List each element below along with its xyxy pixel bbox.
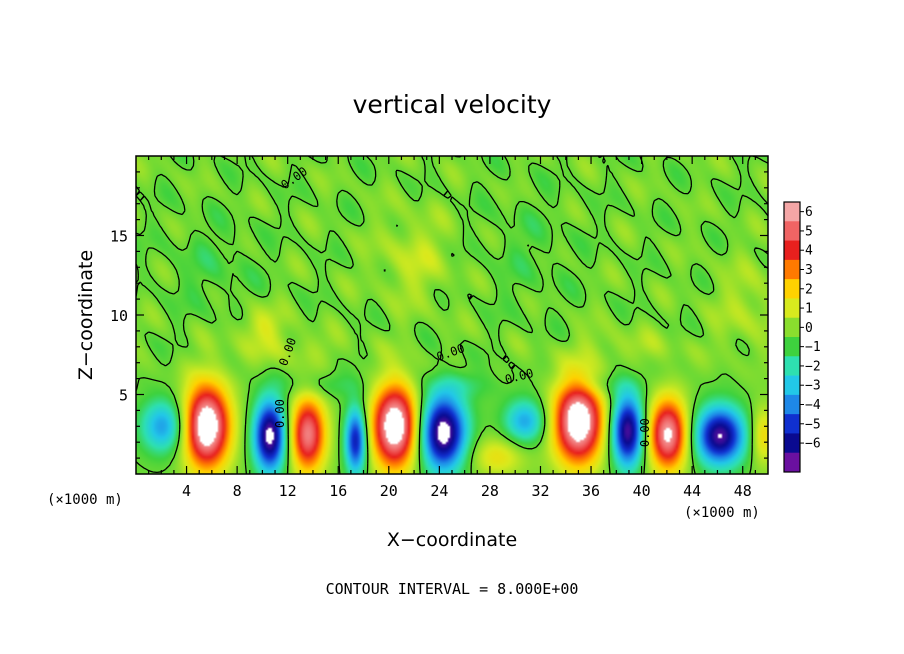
colorbar-band [784, 317, 800, 338]
x-tick-label: 36 [582, 482, 600, 500]
y-tick-label: 5 [119, 387, 128, 405]
colorbar-band [784, 337, 800, 357]
colorbar-band [784, 202, 800, 222]
contour-label: 0.00 [273, 399, 287, 428]
chart-title: vertical velocity [353, 90, 552, 119]
y-axis-ticks: 5 10 15 [110, 171, 768, 459]
colorbar-band [784, 356, 800, 376]
colorbar-label: 3 [805, 263, 813, 278]
colorbar-band [784, 240, 800, 261]
colorbar-band [784, 298, 800, 319]
x-tick-label: 8 [233, 482, 242, 500]
x-tick-label: 4 [182, 482, 191, 500]
colorbar-band [784, 452, 800, 473]
colorbar: 6 5 4 3 2 1 0 −1 −2 −3 −4 −5 −6 [783, 201, 821, 473]
colorbar-label: −3 [805, 379, 821, 394]
colorbar-frame [783, 201, 801, 473]
y-axis-unit-label: (×1000 m) [47, 492, 123, 508]
x-axis-ticks: 4 8 12 16 20 24 28 32 36 40 44 48 [148, 156, 756, 500]
colorbar-label: 4 [805, 244, 813, 259]
colorbar-label: 2 [805, 282, 813, 297]
velocity-field-heatmap [136, 156, 768, 474]
colorbar-label: −5 [805, 417, 821, 432]
colorbar-label: 1 [805, 302, 813, 317]
colorbar-label: 5 [805, 224, 813, 239]
x-tick-label: 16 [329, 482, 347, 500]
colorbar-band [784, 259, 800, 280]
colorbar-label: −6 [805, 437, 821, 452]
colorbar-label: 6 [805, 205, 813, 220]
colorbar-label: −1 [805, 340, 821, 355]
contour-label: 0.00 [638, 418, 652, 447]
x-axis-title: X−coordinate [387, 529, 517, 551]
x-tick-label: 48 [734, 482, 752, 500]
x-tick-label: 12 [279, 482, 297, 500]
colorbar-band [784, 375, 800, 396]
x-tick-label: 24 [430, 482, 448, 500]
colorbar-label: −4 [805, 398, 821, 413]
y-tick-label: 15 [110, 228, 128, 246]
x-tick-label: 44 [683, 482, 701, 500]
colorbar-band [784, 279, 800, 299]
colorbar-band [784, 394, 800, 415]
x-tick-label: 28 [481, 482, 499, 500]
colorbar-band [784, 414, 800, 434]
colorbar-band [784, 433, 800, 454]
x-tick-label: 32 [531, 482, 549, 500]
x-axis-unit-label: (×1000 m) [684, 505, 760, 521]
x-tick-label: 40 [633, 482, 651, 500]
contour-interval-note: CONTOUR INTERVAL = 8.000E+00 [326, 580, 579, 598]
y-tick-label: 10 [110, 307, 128, 325]
y-axis-title: Z−coordinate [75, 250, 97, 380]
colorbar-label: −2 [805, 359, 821, 374]
x-tick-label: 20 [380, 482, 398, 500]
colorbar-label: 0 [805, 321, 813, 336]
colorbar-band [784, 221, 800, 241]
